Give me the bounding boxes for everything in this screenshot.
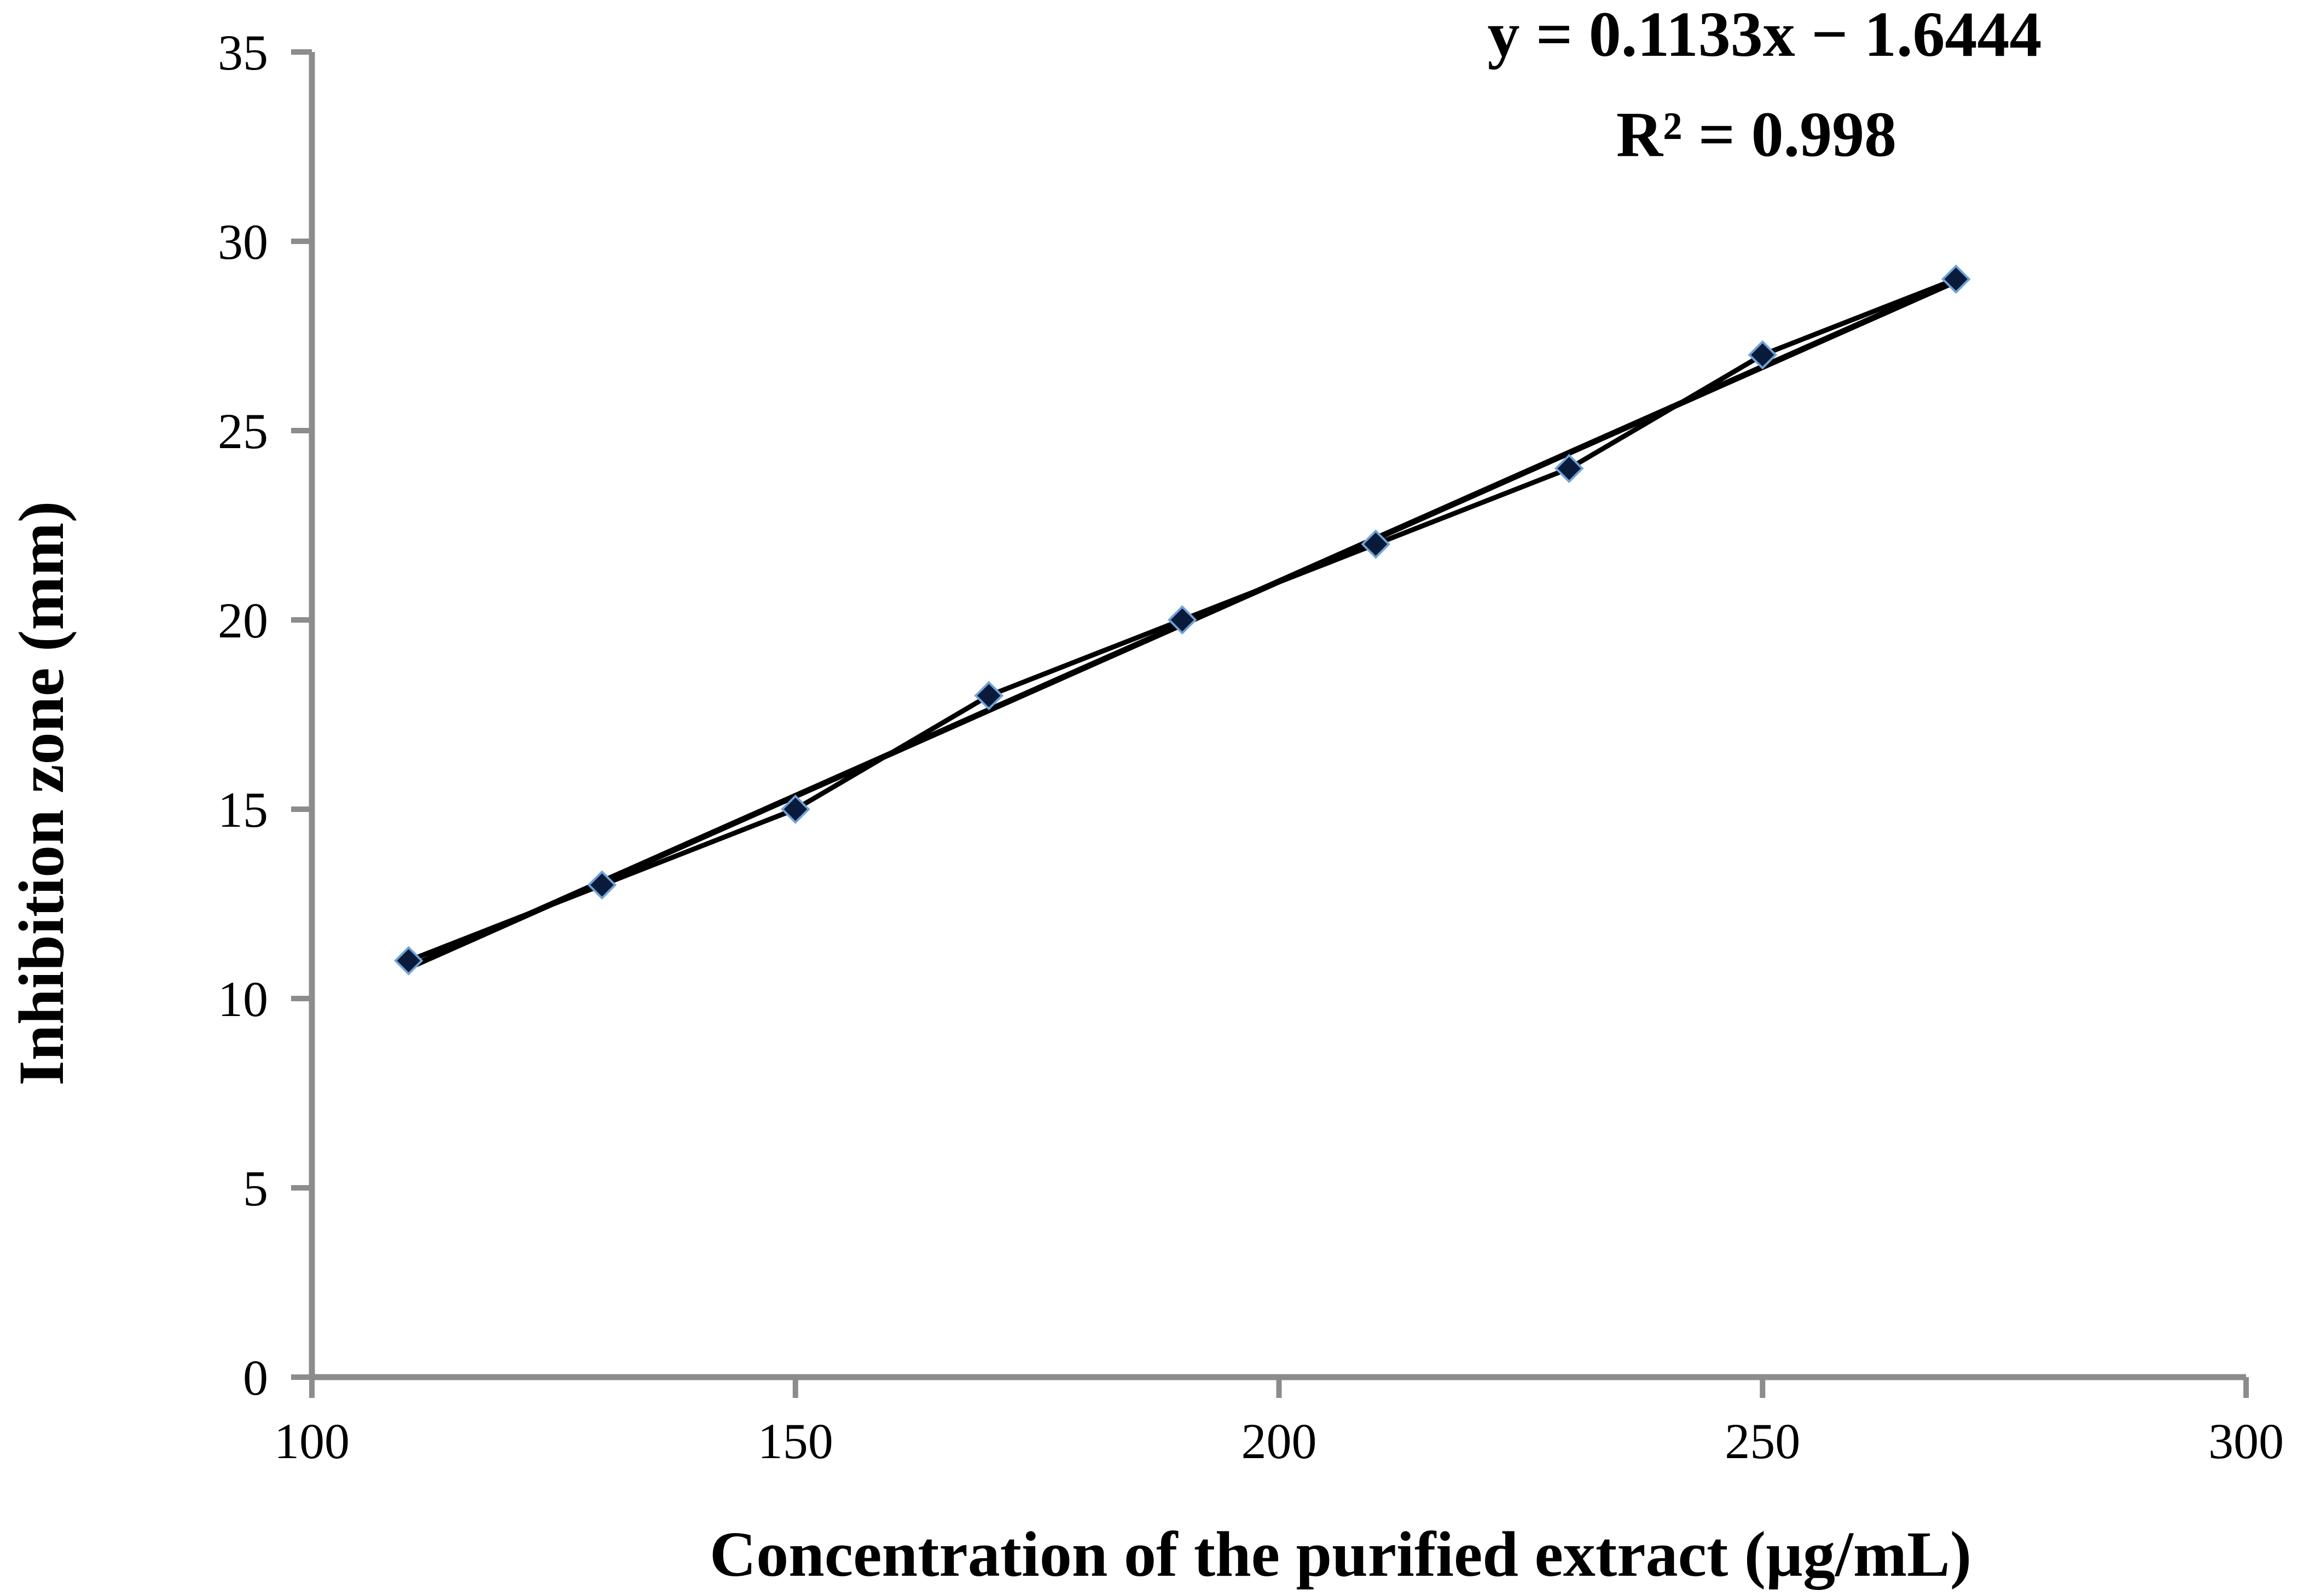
data-point-marker (1167, 605, 1197, 635)
data-point-marker (1748, 340, 1778, 370)
data-point-marker (1361, 529, 1391, 559)
data-point-marker (587, 870, 617, 900)
x-tick-label: 100 (274, 1413, 350, 1469)
x-tick-label: 250 (1725, 1413, 1800, 1469)
y-tick-label: 10 (218, 971, 268, 1027)
y-tick-label: 15 (218, 782, 268, 838)
tick-labels: 0 5 10 15 20 25 30 35 100 150 200 250 300 (218, 25, 2284, 1469)
y-axis-title: Inhibition zone (mm) (5, 501, 77, 1086)
y-tick-label: 35 (218, 25, 268, 80)
y-tick-label: 30 (218, 214, 268, 270)
data-point-marker (974, 681, 1004, 711)
x-tick-label: 200 (1242, 1413, 1317, 1469)
marker-layer (393, 264, 1971, 976)
x-axis-title: Concentration of the purified extract (µ… (710, 1518, 1971, 1590)
data-point-marker (393, 945, 424, 976)
x-tick-label: 300 (2208, 1413, 2284, 1469)
data-point-marker (780, 794, 810, 824)
y-tick-label: 5 (243, 1160, 268, 1216)
axes (291, 49, 2249, 1398)
y-tick-label: 20 (218, 593, 268, 648)
data-point-marker (1941, 264, 1971, 294)
x-tick-label: 150 (758, 1413, 833, 1469)
data-point-marker (1554, 454, 1584, 484)
y-tick-label: 0 (243, 1350, 268, 1406)
y-tick-label: 25 (218, 403, 268, 459)
equation-annotation: y = 0.1133x − 1.6444 (1488, 0, 2042, 70)
r-squared-annotation: R² = 0.998 (1616, 98, 1896, 170)
